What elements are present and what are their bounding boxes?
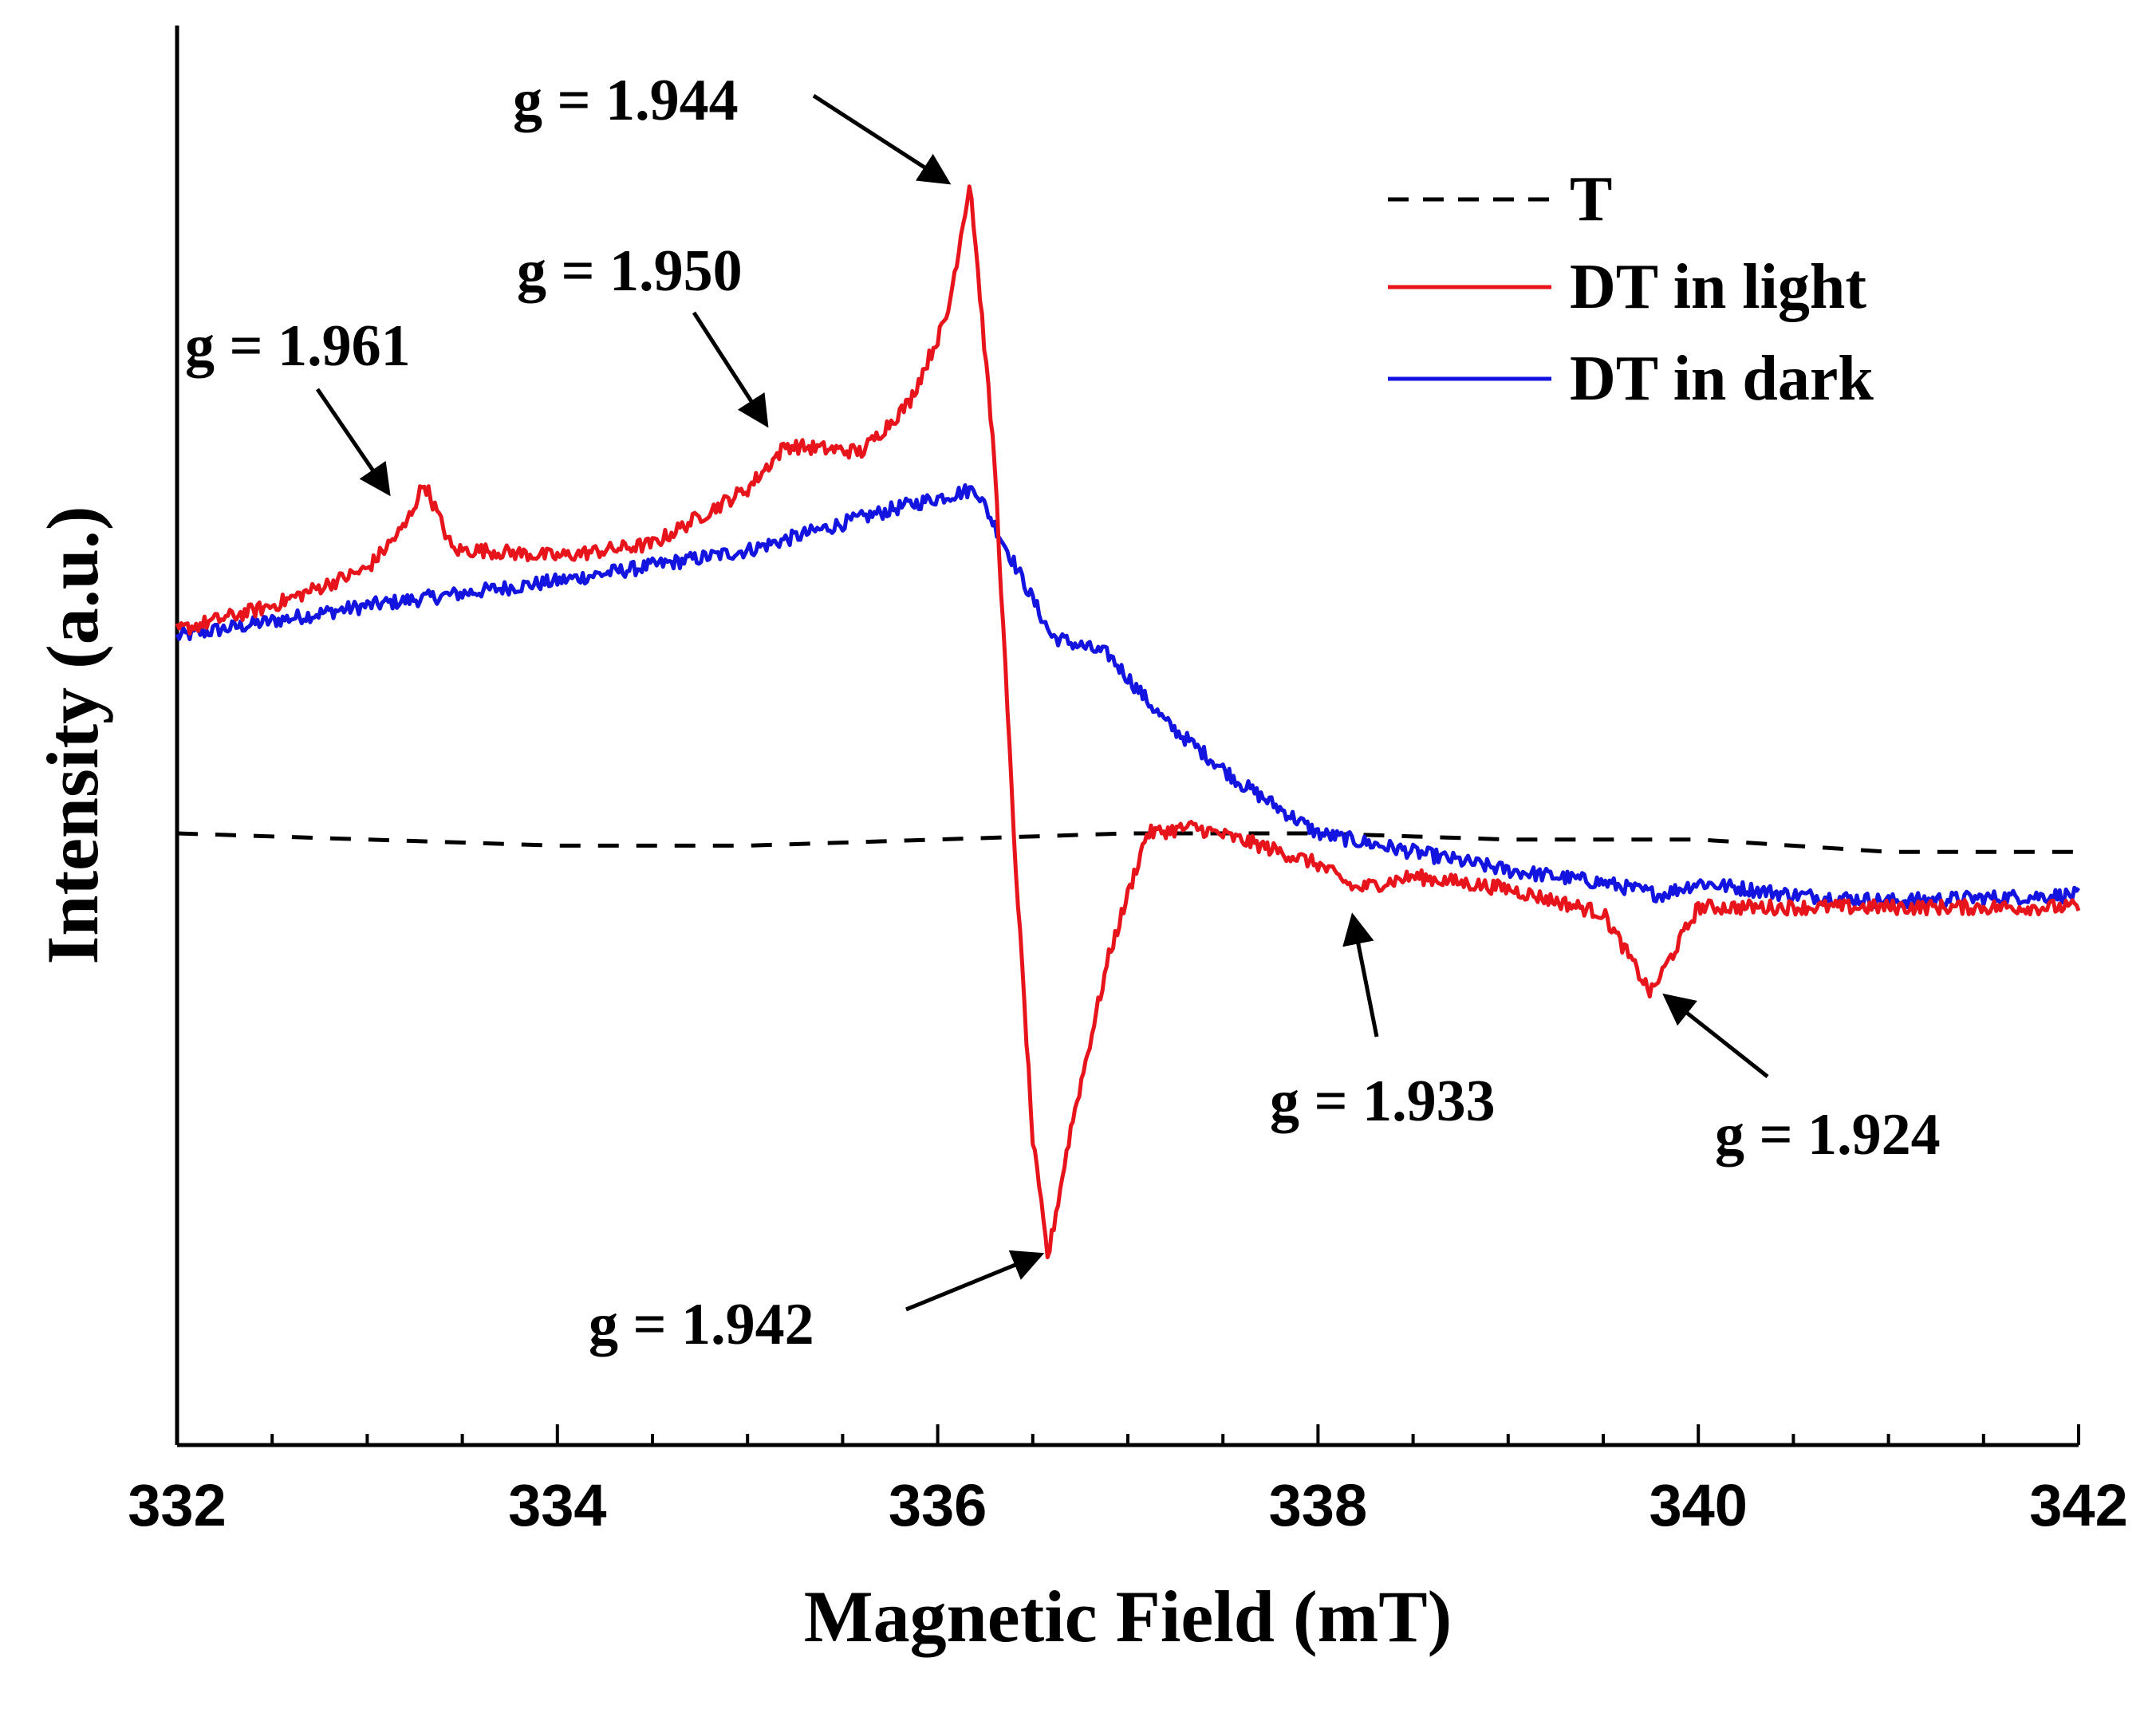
annotation-label-g1933: g = 1.933	[1270, 1069, 1496, 1134]
series-line-t	[176, 831, 2079, 854]
annotation-label-g1961: g = 1.961	[185, 313, 411, 379]
legend-label-t: T	[1570, 164, 1612, 234]
x-tick-label: 340	[1649, 1472, 1747, 1538]
annotation-arrow-g1961	[315, 388, 391, 497]
annotation-arrow-g1924	[1662, 993, 1769, 1078]
annotation-arrow-g1942	[905, 1250, 1045, 1312]
x-axis-tick-labels: 332 334 336 338 340 342	[128, 1472, 2127, 1538]
series-layer	[175, 184, 2081, 1260]
legend: T DT in light DT in dark	[1388, 164, 1874, 414]
x-tick-label: 332	[128, 1472, 226, 1538]
x-tick-label: 338	[1269, 1472, 1367, 1538]
series-line-dt-in-dark	[175, 482, 2081, 909]
y-axis-title: Intensity (a.u.)	[32, 506, 113, 964]
annotation-arrow-g1933	[1342, 912, 1379, 1038]
annotation-label-g1924: g = 1.924	[1715, 1102, 1941, 1168]
annotations: g = 1.961 g = 1.950 g = 1.944 g = 1.942 …	[185, 68, 1941, 1357]
legend-label-dt-dark: DT in dark	[1570, 344, 1874, 414]
x-tick-label: 336	[889, 1472, 987, 1538]
annotation-label-g1944: g = 1.944	[513, 68, 739, 133]
x-axis-title: Magnetic Field (mT)	[804, 1576, 1452, 1657]
annotation-label-g1950: g = 1.950	[517, 238, 743, 304]
annotation-label-g1942: g = 1.942	[589, 1292, 814, 1357]
annotation-arrow-g1950	[692, 311, 769, 428]
x-axis-ticks	[175, 1424, 2080, 1445]
series-line-dt-in-light	[175, 184, 2081, 1260]
x-tick-label: 342	[2029, 1472, 2127, 1538]
legend-label-dt-light: DT in light	[1570, 252, 1866, 322]
x-tick-label: 334	[508, 1472, 606, 1538]
annotation-arrow-g1944	[812, 93, 952, 185]
